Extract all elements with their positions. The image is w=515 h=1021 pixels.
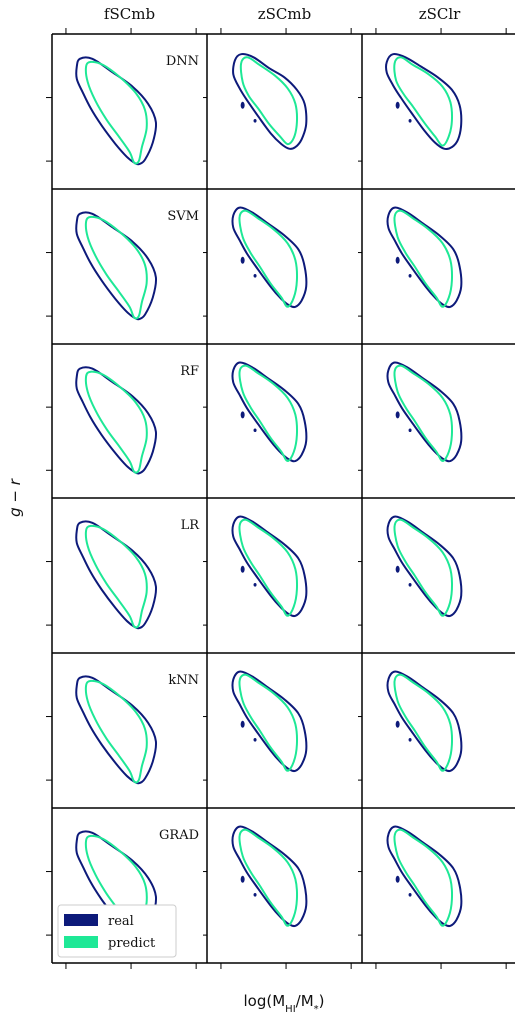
- contour-island: [395, 411, 400, 419]
- contour-real: [75, 56, 158, 166]
- column-title: zSClr: [419, 5, 461, 23]
- contour-real: [386, 361, 463, 463]
- row-label: kNN: [168, 673, 199, 688]
- column-title: zSCmb: [258, 5, 311, 23]
- panel-kNN-zSCmb: [231, 670, 308, 773]
- contour-predict: [238, 673, 299, 772]
- contour-island: [253, 119, 257, 123]
- contour-real: [231, 515, 308, 618]
- contour-island: [240, 565, 245, 573]
- contour-island: [253, 428, 257, 433]
- contour-real: [386, 515, 463, 618]
- contour-island: [253, 583, 257, 587]
- contour-predict: [393, 673, 454, 772]
- contour-island: [240, 411, 245, 419]
- contour-real: [231, 361, 308, 463]
- legend-label: predict: [108, 936, 156, 951]
- contour-predict: [393, 209, 454, 308]
- panel-RF-zSCmb: [231, 361, 308, 463]
- contour-predict: [238, 209, 299, 308]
- contour-island: [408, 274, 412, 278]
- contour-real: [386, 825, 463, 928]
- contour-predict: [393, 56, 454, 147]
- column-title: fSCmb: [104, 5, 155, 23]
- contour-predict: [238, 364, 299, 463]
- contour-island: [395, 875, 400, 883]
- contour-predict: [84, 679, 148, 784]
- contour-predict: [84, 215, 148, 320]
- contour-island: [395, 256, 400, 264]
- y-axis-label: g − r: [6, 478, 24, 517]
- contour-island: [395, 565, 400, 573]
- legend: real predict: [57, 904, 177, 958]
- panel-GRAD-zSClr: [386, 825, 463, 928]
- panel-SVM-fSCmb: [75, 211, 158, 321]
- row-label: RF: [180, 364, 199, 379]
- contour-real: [75, 366, 158, 475]
- panel-RF-zSClr: [386, 361, 463, 463]
- contour-island: [408, 428, 412, 433]
- contour-predict: [84, 370, 148, 474]
- contour-predict: [238, 518, 299, 617]
- contour-island: [253, 274, 257, 278]
- contour-island: [240, 720, 245, 728]
- contour-real: [386, 670, 463, 773]
- legend-swatch: [64, 936, 98, 948]
- panel-LR-zSCmb: [231, 515, 308, 618]
- contour-predict: [393, 364, 454, 463]
- row-label: GRAD: [159, 828, 199, 843]
- contour-real: [75, 520, 158, 630]
- x-axis-label: log(MHI/M*): [244, 992, 325, 1015]
- panel-kNN-fSCmb: [75, 675, 158, 785]
- contour-island: [253, 738, 257, 742]
- contour-predict: [393, 828, 454, 927]
- row-label: SVM: [167, 209, 199, 224]
- row-label: DNN: [166, 54, 199, 69]
- contour-predict: [393, 518, 454, 617]
- contour-predict: [239, 56, 299, 146]
- contour-real: [231, 670, 308, 773]
- panel-DNN-fSCmb: [75, 56, 158, 166]
- contour-real: [385, 53, 463, 151]
- contour-island: [395, 101, 400, 109]
- contour-island: [408, 738, 412, 742]
- contour-island: [408, 893, 412, 897]
- panel-SVM-zSClr: [386, 206, 463, 309]
- contour-predict: [84, 524, 148, 629]
- contour-real: [231, 206, 308, 309]
- panel-kNN-zSClr: [386, 670, 463, 773]
- panel-RF-fSCmb: [75, 366, 158, 475]
- panel-DNN-zSCmb: [232, 53, 308, 150]
- contour-real: [75, 675, 158, 785]
- contour-island: [240, 256, 245, 264]
- row-label: LR: [181, 518, 201, 533]
- contour-island: [395, 720, 400, 728]
- panel-LR-fSCmb: [75, 520, 158, 630]
- legend-label: real: [108, 914, 134, 929]
- panel-SVM-zSCmb: [231, 206, 308, 309]
- panel-DNN-zSClr: [385, 53, 463, 151]
- contour-predict: [238, 828, 299, 927]
- contour-island: [408, 119, 412, 123]
- contour-island: [240, 875, 245, 883]
- panel-GRAD-zSCmb: [231, 825, 308, 928]
- panel-LR-zSClr: [386, 515, 463, 618]
- contour-predict: [84, 60, 148, 165]
- contour-island: [240, 101, 245, 109]
- contour-real: [231, 825, 308, 928]
- contour-island: [408, 583, 412, 587]
- contour-island: [253, 893, 257, 897]
- legend-swatch: [64, 914, 98, 926]
- contour-real: [386, 206, 463, 309]
- contour-real: [232, 53, 308, 150]
- contour-real: [75, 211, 158, 321]
